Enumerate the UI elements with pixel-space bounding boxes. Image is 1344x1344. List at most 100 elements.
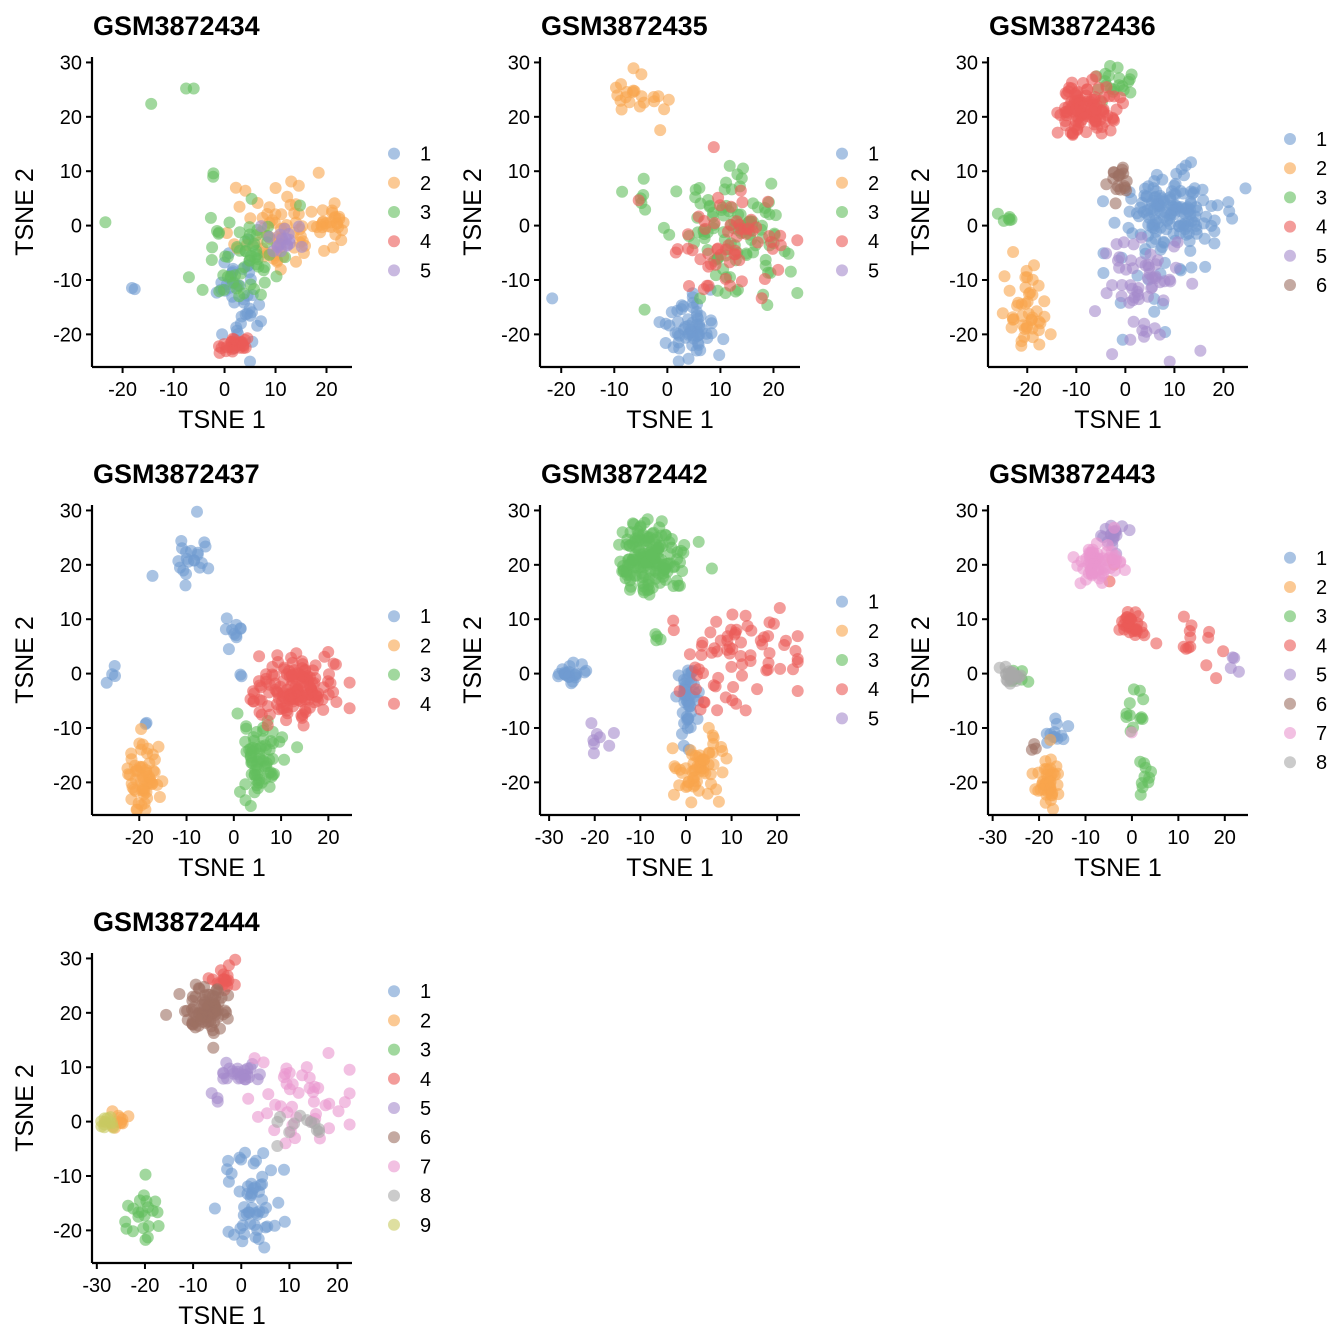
data-point: [214, 1022, 226, 1035]
y-axis-label: TSNE 2: [459, 168, 487, 256]
data-point: [1184, 244, 1197, 257]
data-point: [343, 702, 356, 715]
data-point: [297, 719, 310, 732]
data-point: [671, 327, 684, 340]
data-point: [1131, 285, 1144, 298]
data-point: [726, 608, 739, 621]
data-point: [317, 703, 330, 716]
x-tick-label: 10: [264, 379, 286, 401]
data-point: [727, 681, 740, 693]
data-point: [234, 785, 246, 798]
x-axis-label: TSNE 1: [178, 1302, 266, 1330]
data-point: [763, 616, 776, 629]
data-point: [233, 290, 246, 303]
x-tick-label: -20: [108, 379, 137, 401]
data-point: [615, 103, 628, 116]
data-point: [152, 740, 165, 753]
data-point: [230, 631, 243, 644]
data-point: [229, 181, 242, 194]
data-point: [711, 242, 724, 255]
data-point: [1194, 344, 1207, 357]
data-point: [173, 988, 186, 1000]
points-layer: [552, 513, 804, 809]
data-point: [1033, 315, 1045, 328]
data-point: [275, 208, 288, 221]
legend-swatch: [388, 1072, 400, 1085]
data-point: [182, 271, 195, 284]
legend-swatch: [388, 639, 400, 652]
data-point: [244, 278, 257, 291]
legend-swatch: [1284, 220, 1296, 233]
data-point: [692, 784, 705, 797]
data-point: [217, 283, 230, 296]
legend: 1 2 3 4 5: [836, 592, 879, 730]
data-point: [758, 631, 770, 644]
x-tick-label: -20: [1013, 379, 1042, 401]
y-tick-label: -10: [53, 718, 82, 740]
data-point: [758, 273, 771, 285]
points-layer: [95, 953, 356, 1254]
data-point: [711, 704, 724, 717]
data-point: [682, 319, 695, 332]
legend-swatch: [836, 176, 848, 189]
data-point: [1044, 328, 1057, 341]
data-point: [620, 538, 633, 551]
data-point: [343, 1118, 356, 1131]
data-point: [220, 1056, 233, 1069]
data-point: [271, 649, 284, 662]
x-axis-label: TSNE 1: [626, 406, 714, 434]
data-point: [231, 707, 244, 720]
panel-title: GSM3872434: [93, 11, 260, 41]
data-point: [716, 766, 729, 779]
data-point: [228, 978, 241, 991]
legend-swatch: [388, 610, 400, 623]
data-point: [638, 303, 651, 316]
data-point: [1047, 803, 1059, 815]
legend-label: 4: [868, 231, 879, 253]
data-point: [262, 1088, 275, 1101]
data-point: [585, 717, 598, 730]
data-point: [705, 562, 718, 575]
data-point: [791, 287, 804, 299]
data-point: [268, 1219, 281, 1232]
data-point: [639, 203, 652, 216]
data-point: [744, 655, 757, 667]
data-point: [691, 712, 704, 725]
y-tick-label: -10: [501, 270, 530, 292]
data-point: [191, 505, 203, 518]
data-point: [695, 639, 708, 652]
data-point: [734, 184, 747, 197]
data-point: [234, 267, 247, 280]
data-point: [789, 644, 802, 657]
data-point: [213, 226, 225, 239]
data-point: [300, 1061, 313, 1074]
data-point: [1015, 335, 1028, 348]
data-point: [725, 660, 738, 673]
data-point: [682, 352, 695, 365]
data-point: [677, 546, 690, 559]
data-point: [724, 279, 737, 292]
legend-swatch: [388, 697, 400, 710]
legend-label: 5: [1316, 246, 1327, 268]
data-point: [242, 1092, 255, 1105]
data-point: [587, 747, 600, 760]
data-point: [665, 306, 678, 319]
data-point: [1198, 232, 1211, 245]
data-point: [714, 634, 727, 647]
legend-swatch: [388, 147, 400, 160]
data-point: [258, 276, 271, 289]
y-tick-label: -10: [501, 718, 530, 740]
y-tick-label: 20: [956, 107, 978, 129]
data-point: [671, 315, 684, 328]
data-point: [1163, 355, 1176, 368]
data-point: [204, 211, 217, 224]
data-point: [763, 208, 776, 221]
data-point: [1145, 282, 1158, 295]
data-point: [244, 800, 257, 812]
data-point: [236, 1235, 249, 1248]
data-point: [214, 964, 227, 977]
data-point: [266, 668, 279, 681]
data-point: [650, 634, 663, 647]
data-point: [1185, 197, 1197, 210]
